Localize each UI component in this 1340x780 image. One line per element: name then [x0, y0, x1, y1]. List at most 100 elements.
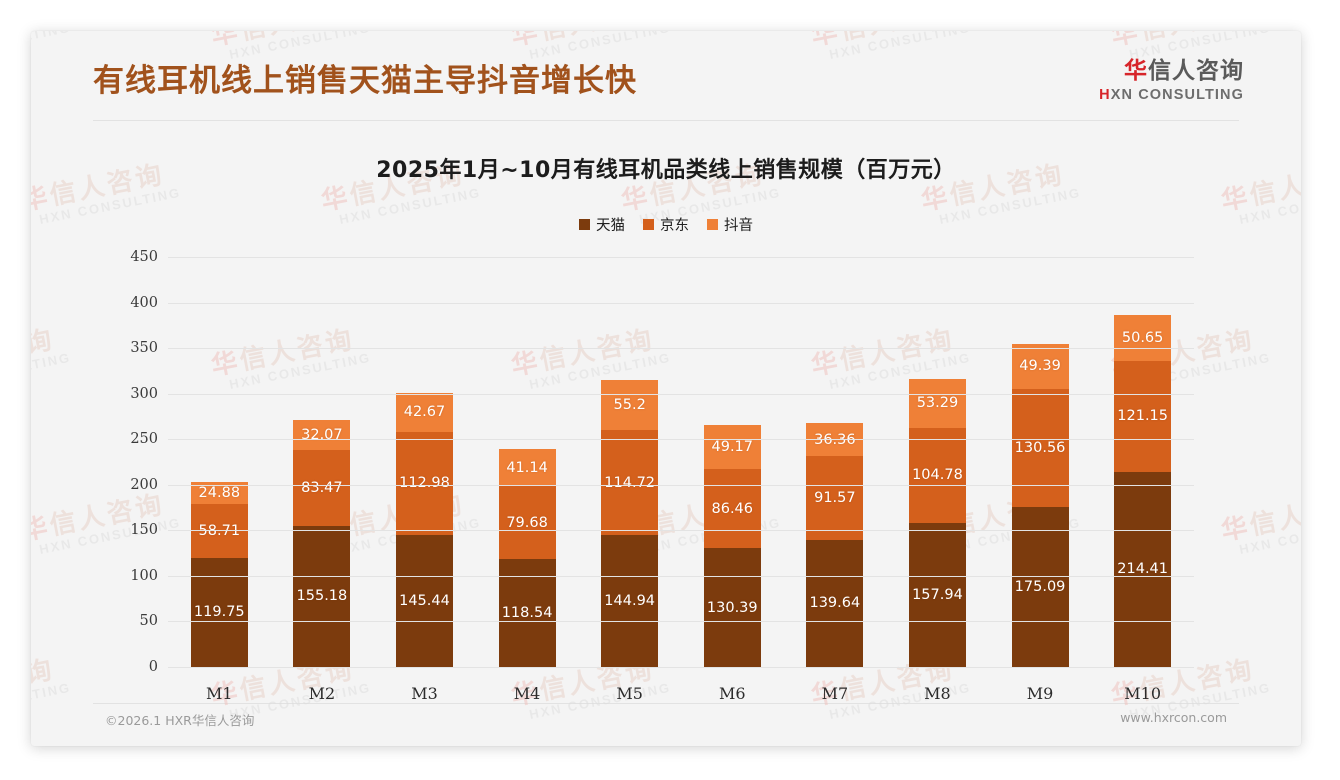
chart-x-axis: M1 M2 M3 M4 M5 M6 M7 M8 M9 M10 — [168, 684, 1194, 703]
bar-segment-天猫[interactable]: 139.64 — [806, 539, 864, 667]
logo-english-text: HXN CONSULTING — [1099, 87, 1244, 103]
slide-header: 有线耳机线上销售天猫主导抖音增长快 华信人咨询 HXN CONSULTING — [31, 31, 1301, 121]
bar-segment-抖音[interactable]: 49.39 — [1011, 343, 1069, 389]
bar-value-label: 145.44 — [399, 592, 450, 609]
bar-value-label: 130.39 — [706, 599, 758, 616]
bar-segment-京东[interactable]: 112.98 — [395, 431, 453, 535]
page-title: 有线耳机线上销售天猫主导抖音增长快 — [93, 63, 637, 99]
bar-value-label: 139.64 — [809, 595, 861, 612]
chart-gridline — [168, 257, 1194, 258]
bar-value-label: 214.41 — [1117, 561, 1169, 578]
bar-segment-京东[interactable]: 91.57 — [806, 456, 864, 540]
slide-card: 华信人咨询 HXN CONSULTING 华信人咨询 HXN CONSULTING华信… — [31, 31, 1301, 746]
bar-column[interactable]: 24.88 58.71 119.75 — [168, 257, 271, 667]
bar-value-label: 79.68 — [506, 514, 548, 531]
x-axis-tick-label: M2 — [308, 684, 336, 703]
y-axis-tick-label: 450 — [130, 249, 158, 265]
chart-gridline — [168, 621, 1194, 623]
y-axis-tick-label: 250 — [130, 431, 158, 448]
bar-value-label: 24.88 — [198, 485, 241, 502]
bar-segment-抖音[interactable]: 49.17 — [703, 424, 761, 470]
chart-legend: 天猫 京东 抖音 — [31, 214, 1301, 235]
chart-grid: 24.88 58.71 119.75 32.07 83.47 155.18 42.67 112… — [130, 249, 1194, 675]
slide-footer: ©2026.1 HXR华信人咨询 www.hxrcon.com — [31, 706, 1301, 736]
bar-value-label: 41.14 — [506, 459, 548, 476]
bar-column[interactable]: 53.29 104.78 157.94 — [886, 257, 989, 667]
chart-gridline — [168, 393, 1194, 395]
bar-segment-京东[interactable]: 130.56 — [1011, 388, 1069, 508]
bar-stack: 42.67 112.98 145.44 — [395, 392, 453, 667]
footer-website: www.hxrcon.com — [1120, 710, 1227, 725]
bar-value-label: 119.75 — [193, 604, 245, 621]
bar-value-label: 53.29 — [916, 395, 959, 412]
bar-value-label: 104.78 — [912, 467, 963, 484]
y-axis-tick-label: 100 — [130, 567, 158, 584]
bar-segment-抖音[interactable]: 55.2 — [601, 380, 659, 431]
legend-item-京东[interactable]: 京东 — [643, 214, 689, 235]
header-divider — [93, 120, 1239, 121]
chart-bars: 24.88 58.71 119.75 32.07 83.47 155.18 42.67 112… — [168, 257, 1194, 667]
chart-gridline — [168, 302, 1194, 304]
bar-column[interactable]: 50.65 121.15 214.41 — [1091, 257, 1194, 667]
bar-column[interactable]: 49.17 86.46 130.39 — [681, 257, 784, 667]
bar-segment-天猫[interactable]: 118.54 — [498, 559, 556, 667]
bar-value-label: 112.98 — [399, 475, 450, 492]
bar-segment-抖音[interactable]: 41.14 — [498, 448, 556, 487]
chart-gridline — [168, 439, 1194, 441]
y-axis-tick-label: 300 — [130, 385, 158, 402]
bar-value-label: 114.72 — [604, 474, 656, 491]
bar-value-label: 175.09 — [1014, 579, 1066, 596]
bar-segment-天猫[interactable]: 214.41 — [1114, 471, 1172, 667]
bar-segment-抖音[interactable]: 24.88 — [190, 481, 248, 505]
bar-column[interactable]: 42.67 112.98 145.44 — [373, 257, 476, 667]
bar-segment-天猫[interactable]: 155.18 — [293, 525, 351, 667]
bar-value-label: 83.47 — [301, 479, 343, 496]
bar-segment-京东[interactable]: 86.46 — [703, 469, 761, 549]
bar-value-label: 144.94 — [604, 592, 656, 609]
bar-column[interactable]: 32.07 83.47 155.18 — [271, 257, 374, 667]
x-axis-tick-label: M3 — [411, 684, 438, 703]
bar-segment-京东[interactable]: 114.72 — [601, 430, 659, 535]
logo-chinese-rest: 信人咨询 — [1148, 58, 1244, 84]
bar-value-label: 86.46 — [711, 500, 754, 517]
logo-english-rest: XN CONSULTING — [1110, 87, 1244, 104]
bar-column[interactable]: 55.2 114.72 144.94 — [578, 257, 681, 667]
bar-segment-抖音[interactable]: 42.67 — [395, 392, 453, 432]
logo-chinese-first-char: 华 — [1124, 58, 1148, 84]
bar-segment-天猫[interactable]: 130.39 — [703, 548, 761, 667]
y-axis-tick-label: 150 — [130, 522, 158, 539]
y-axis-tick-label: 0 — [148, 659, 158, 675]
bar-stack: 53.29 104.78 157.94 — [908, 379, 966, 667]
bar-value-label: 42.67 — [403, 404, 446, 421]
bar-segment-天猫[interactable]: 144.94 — [601, 534, 659, 667]
bar-segment-京东[interactable]: 83.47 — [293, 449, 351, 526]
bar-segment-天猫[interactable]: 119.75 — [190, 557, 248, 667]
bar-segment-天猫[interactable]: 157.94 — [908, 523, 966, 667]
bar-segment-天猫[interactable]: 145.44 — [395, 534, 453, 667]
bar-segment-京东[interactable]: 104.78 — [908, 427, 966, 524]
chart-gridline — [168, 575, 1194, 577]
bar-segment-抖音[interactable]: 53.29 — [908, 379, 966, 428]
legend-swatch-icon — [579, 219, 590, 230]
bar-value-label: 91.57 — [814, 490, 856, 507]
bar-value-label: 55.2 — [613, 397, 646, 414]
bar-segment-抖音[interactable]: 32.07 — [293, 420, 351, 450]
bar-segment-京东[interactable]: 121.15 — [1114, 361, 1172, 472]
x-axis-tick-label: M5 — [616, 684, 643, 703]
bar-column[interactable]: 41.14 79.68 118.54 — [476, 257, 579, 667]
bar-stack: 41.14 79.68 118.54 — [498, 448, 556, 667]
bar-segment-抖音[interactable]: 50.65 — [1114, 315, 1172, 362]
bar-stack: 49.39 130.56 175.09 — [1011, 343, 1069, 667]
legend-item-天猫[interactable]: 天猫 — [579, 214, 625, 235]
bar-column[interactable]: 49.39 130.56 175.09 — [989, 257, 1092, 667]
bar-stack: 24.88 58.71 119.75 — [190, 481, 248, 667]
legend-label: 京东 — [660, 218, 689, 234]
logo-english-first-char: H — [1099, 87, 1111, 104]
bar-segment-天猫[interactable]: 175.09 — [1011, 507, 1069, 667]
x-axis-tick-label: M6 — [718, 684, 746, 703]
bar-segment-京东[interactable]: 79.68 — [498, 486, 556, 559]
legend-item-抖音[interactable]: 抖音 — [707, 214, 753, 235]
chart-gridline — [168, 667, 1194, 668]
bar-column[interactable]: 36.36 91.57 139.64 — [784, 257, 887, 667]
